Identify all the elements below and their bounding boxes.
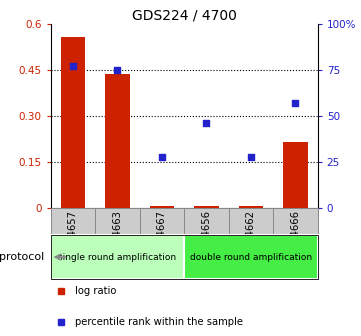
- Point: [70, 63, 76, 69]
- Point: [292, 100, 298, 106]
- Text: GSM4656: GSM4656: [201, 210, 212, 258]
- Bar: [95, 208, 140, 235]
- Text: protocol: protocol: [0, 252, 44, 262]
- Bar: [51, 235, 184, 279]
- Bar: [61, 37, 85, 208]
- Point: [159, 154, 165, 159]
- Bar: [105, 74, 130, 208]
- Bar: [51, 208, 95, 235]
- Bar: [184, 208, 229, 235]
- Bar: [273, 208, 318, 235]
- Bar: [194, 206, 219, 208]
- Text: GSM4657: GSM4657: [68, 210, 78, 258]
- Text: GSM4662: GSM4662: [246, 210, 256, 258]
- Bar: [184, 235, 318, 279]
- Title: GDS224 / 4700: GDS224 / 4700: [132, 8, 236, 23]
- Bar: [149, 206, 174, 208]
- Bar: [229, 208, 273, 235]
- Point: [114, 67, 120, 73]
- Text: GSM4667: GSM4667: [157, 210, 167, 258]
- Point: [248, 154, 254, 159]
- Text: GSM4666: GSM4666: [290, 210, 300, 258]
- Bar: [283, 142, 308, 208]
- Text: log ratio: log ratio: [75, 287, 116, 296]
- Bar: [239, 206, 263, 208]
- Text: single round amplification: single round amplification: [58, 253, 177, 261]
- Point: [204, 121, 209, 126]
- Text: percentile rank within the sample: percentile rank within the sample: [75, 317, 243, 327]
- Bar: [140, 208, 184, 235]
- Text: GSM4663: GSM4663: [112, 210, 122, 258]
- Text: double round amplification: double round amplification: [190, 253, 312, 261]
